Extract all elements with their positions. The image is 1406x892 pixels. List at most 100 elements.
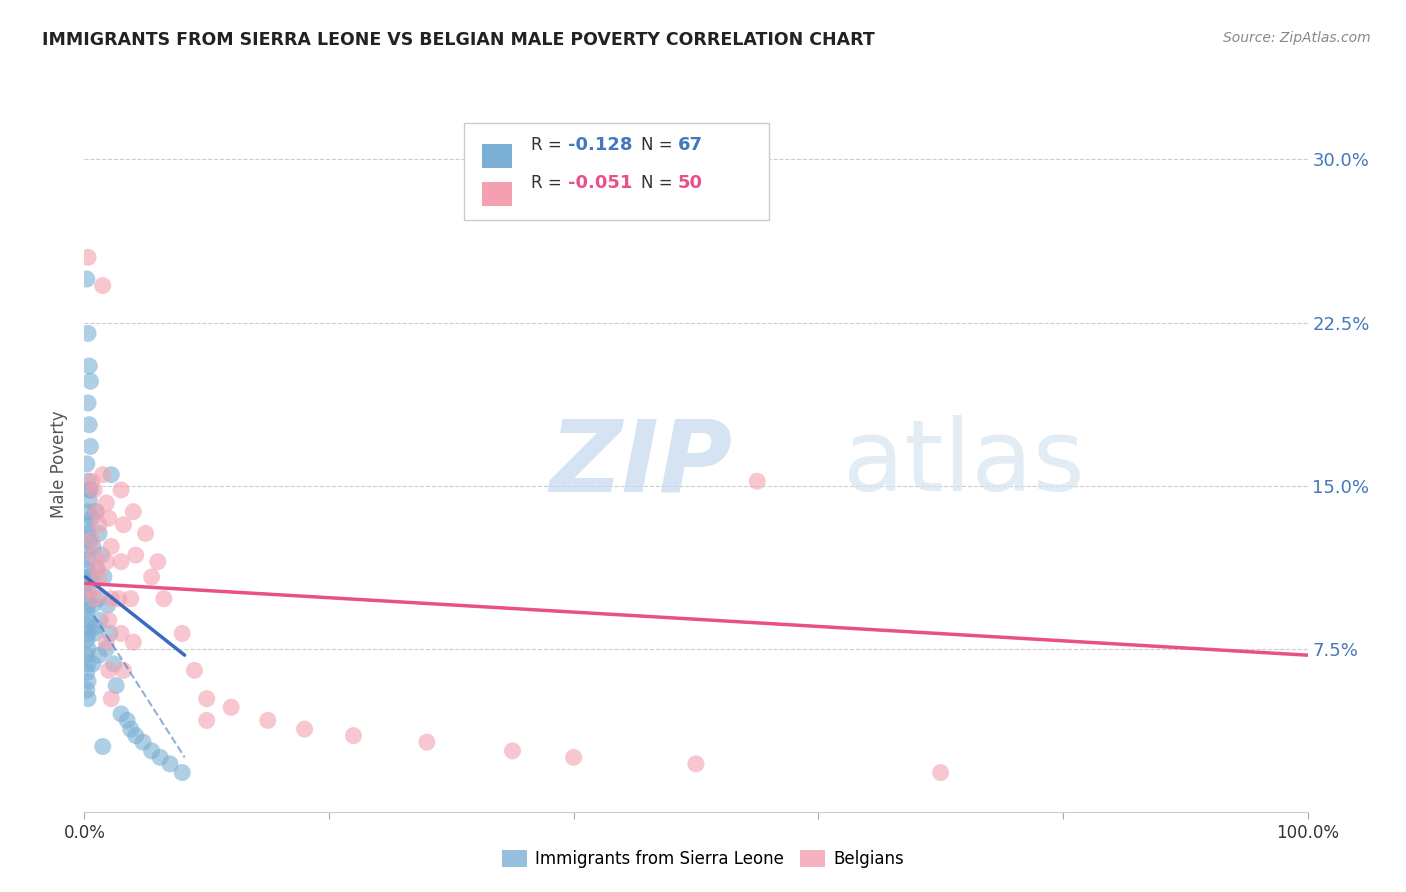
Point	[76, 576, 98, 591]
Point	[105, 679, 128, 693]
Point	[91, 278, 114, 293]
Point	[77, 326, 100, 341]
Point	[120, 591, 142, 606]
Point	[93, 570, 115, 584]
Point	[77, 483, 100, 497]
Point	[416, 735, 439, 749]
Point	[685, 756, 707, 771]
Point	[110, 483, 132, 497]
Point	[79, 440, 101, 454]
Point	[342, 729, 364, 743]
Point	[125, 729, 148, 743]
Point	[100, 691, 122, 706]
Point	[77, 359, 100, 373]
Point	[502, 744, 524, 758]
Point	[86, 561, 108, 575]
Point	[77, 505, 100, 519]
Point	[90, 548, 112, 562]
Point	[141, 744, 163, 758]
Point	[76, 605, 98, 619]
FancyBboxPatch shape	[464, 123, 769, 220]
Point	[132, 735, 155, 749]
Point	[96, 496, 118, 510]
Point	[122, 635, 145, 649]
Point	[82, 598, 104, 612]
Point	[149, 750, 172, 764]
Point	[77, 626, 100, 640]
Point	[294, 722, 316, 736]
Point	[86, 505, 108, 519]
FancyBboxPatch shape	[482, 144, 513, 169]
Point	[76, 517, 98, 532]
Point	[87, 591, 110, 606]
Point	[929, 765, 952, 780]
Point	[83, 626, 105, 640]
Point	[110, 626, 132, 640]
Point	[84, 620, 107, 634]
Point	[100, 540, 122, 554]
Point	[77, 570, 100, 584]
Point	[97, 598, 120, 612]
Point	[76, 620, 98, 634]
Point	[195, 691, 218, 706]
Point	[87, 570, 110, 584]
Point	[747, 475, 769, 489]
Point	[77, 614, 100, 628]
Point	[97, 511, 120, 525]
Point	[159, 756, 181, 771]
Text: -0.051: -0.051	[568, 175, 631, 193]
Point	[76, 544, 98, 558]
Point	[110, 555, 132, 569]
Point	[97, 664, 120, 678]
Point	[79, 483, 101, 497]
Text: -0.128: -0.128	[568, 136, 633, 154]
Point	[112, 664, 135, 678]
Point	[80, 582, 103, 597]
Point	[153, 591, 176, 606]
Point	[77, 552, 100, 566]
Point	[146, 555, 169, 569]
Point	[76, 272, 98, 286]
Point	[87, 526, 110, 541]
Point	[562, 750, 585, 764]
Point	[86, 561, 108, 575]
Point	[91, 739, 114, 754]
Point	[77, 526, 100, 541]
Point	[96, 635, 118, 649]
Point	[89, 614, 111, 628]
Point	[100, 591, 122, 606]
Point	[91, 467, 114, 482]
Point	[76, 648, 98, 662]
Text: 50: 50	[678, 175, 703, 193]
Point	[80, 511, 103, 525]
Point	[98, 626, 121, 640]
Point	[96, 641, 118, 656]
Point	[76, 590, 98, 604]
Text: ZIP: ZIP	[550, 416, 733, 512]
Point	[172, 626, 194, 640]
Point	[76, 561, 98, 575]
Text: N =: N =	[641, 175, 678, 193]
Point	[120, 722, 142, 736]
Point	[172, 765, 194, 780]
Point	[77, 533, 100, 547]
Text: 67: 67	[678, 136, 703, 154]
Point	[77, 396, 100, 410]
Point	[100, 467, 122, 482]
Point	[122, 505, 145, 519]
Y-axis label: Male Poverty: Male Poverty	[51, 410, 69, 517]
Text: atlas: atlas	[842, 416, 1084, 512]
Point	[80, 570, 103, 584]
Legend: Immigrants from Sierra Leone, Belgians: Immigrants from Sierra Leone, Belgians	[495, 843, 911, 875]
Point	[257, 714, 280, 728]
Point	[87, 517, 110, 532]
Point	[110, 706, 132, 721]
Point	[76, 632, 98, 647]
Point	[96, 555, 118, 569]
Point	[83, 591, 105, 606]
Point	[77, 582, 100, 597]
Point	[76, 683, 98, 698]
Point	[141, 570, 163, 584]
Point	[82, 657, 104, 671]
Point	[77, 493, 100, 508]
